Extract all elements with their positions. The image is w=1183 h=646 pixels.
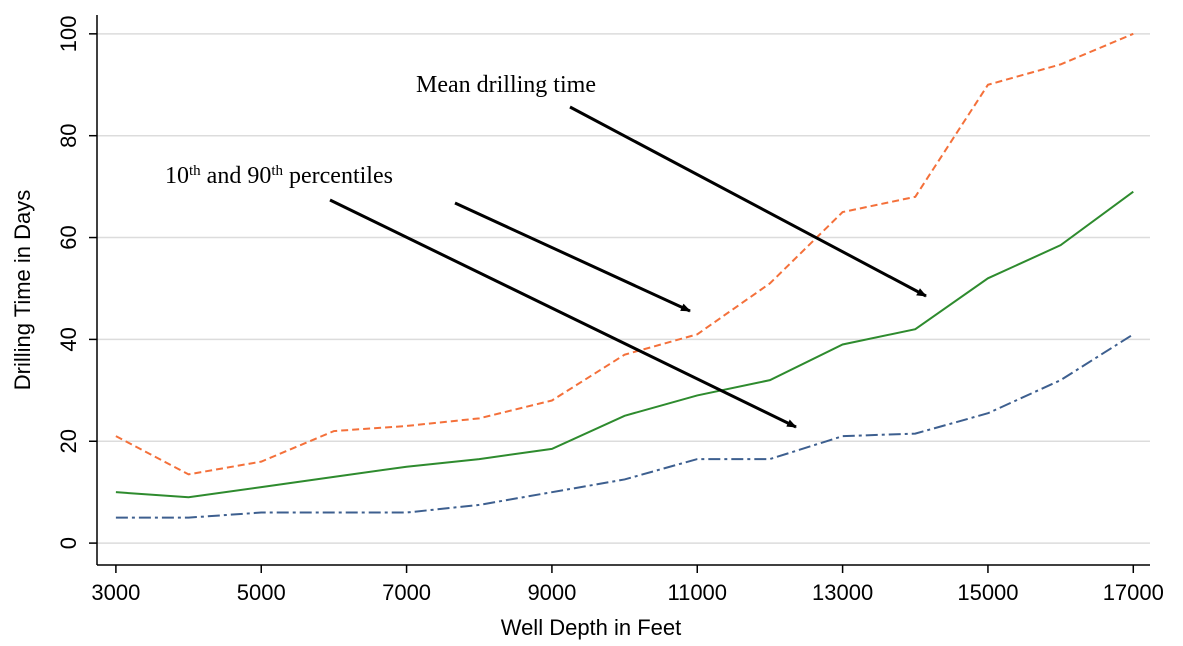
y-tick-label: 0 <box>56 537 81 549</box>
arrows <box>329 105 927 429</box>
annotation-text: 10 <box>165 163 189 189</box>
series-line <box>115 32 1134 476</box>
x-tick-label: 13000 <box>812 580 873 605</box>
annotation-text: Mean drilling time <box>416 72 596 98</box>
annotation-text: and 90 <box>201 163 272 189</box>
grid <box>97 33 1150 544</box>
x-tick-label: 5000 <box>237 580 286 605</box>
lines <box>115 32 1134 519</box>
x-tick-label: 7000 <box>382 580 431 605</box>
y-tick-label: 20 <box>56 429 81 453</box>
series-line <box>115 333 1134 519</box>
y-axis-title: Drilling Time in Days <box>10 190 35 391</box>
x-tick-label: 15000 <box>957 580 1018 605</box>
annotation-sup: th <box>271 163 283 179</box>
annotation: 10th and 90th percentiles <box>165 163 393 189</box>
arrow <box>569 105 927 298</box>
y-tick-label: 60 <box>56 225 81 249</box>
x-tick-label: 9000 <box>527 580 576 605</box>
x-tick-label: 3000 <box>91 580 140 605</box>
x-axis-title: Well Depth in Feet <box>501 615 682 640</box>
x-tick-label: 11000 <box>667 580 727 605</box>
annotation: Mean drilling time <box>416 72 596 98</box>
arrow <box>454 201 691 313</box>
annotation-sup: th <box>189 163 201 179</box>
x-tick-label: 17000 <box>1103 580 1164 605</box>
series-line <box>115 190 1134 499</box>
y-tick-label: 40 <box>56 327 81 351</box>
arrow <box>329 198 797 429</box>
y-tick-label: 80 <box>56 123 81 147</box>
annotation-text: percentiles <box>283 163 393 189</box>
y-tick-label: 100 <box>56 15 81 52</box>
